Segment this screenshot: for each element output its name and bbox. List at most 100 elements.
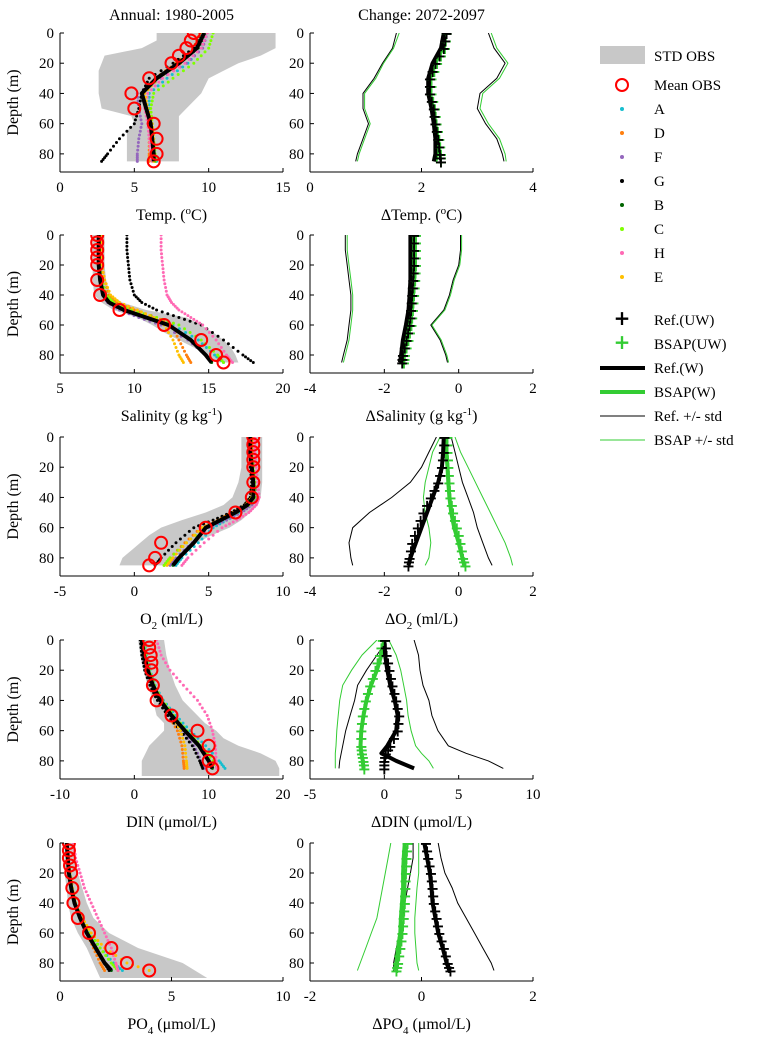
model-G-point (138, 299, 142, 303)
model-D-point (177, 732, 181, 736)
model-C-point (211, 33, 215, 35)
mean-obs-marker (246, 445, 261, 460)
bsap-uw-marker: + (434, 145, 447, 164)
model-G-point (184, 736, 188, 740)
model-H-point (201, 323, 205, 327)
mean-obs-marker (179, 41, 194, 56)
model-E-point (147, 969, 151, 972)
model-A-point (156, 84, 160, 88)
model-D-point (103, 969, 107, 972)
ref-std-upper-line (430, 235, 461, 363)
ref-uw-marker: + (406, 279, 419, 298)
ref-uw-marker: + (429, 54, 442, 73)
mean-obs-marker (201, 738, 216, 753)
ref-uw-marker: + (431, 473, 444, 492)
model-E-point (111, 295, 115, 299)
model-A-point (204, 346, 208, 349)
model-E-point (181, 361, 185, 364)
y-tick-label: 80 (289, 147, 304, 163)
y-axis-label: Depth (m) (5, 473, 22, 539)
model-H-point (189, 316, 193, 319)
legend-swatch-model-G (620, 179, 624, 183)
model-F-point (135, 159, 139, 163)
model-H-point (89, 901, 93, 905)
model-H-point (217, 342, 221, 346)
ref-uw-marker: + (434, 152, 447, 171)
mean-obs-marker (142, 963, 157, 978)
model-G-point (131, 289, 135, 293)
model-C-point (210, 35, 214, 39)
model-C-point (96, 942, 100, 946)
ref-uw-marker: + (442, 958, 455, 977)
model-G-point (246, 357, 250, 361)
model-H-point (211, 533, 215, 537)
model-H-point (191, 54, 195, 58)
y-tick-label: 40 (39, 288, 54, 304)
legend-swatch-model-F (620, 155, 624, 159)
model-H-point (183, 312, 187, 316)
model-G-point (125, 241, 129, 244)
model-H-point (159, 235, 163, 237)
model-E-point (101, 271, 105, 274)
bsap-uw-marker: + (440, 24, 453, 43)
bsap-uw-marker: + (444, 488, 457, 507)
model-H-point (157, 80, 161, 84)
bsap-uw-marker: + (359, 691, 372, 710)
model-H-point (231, 520, 235, 524)
model-G-point (129, 125, 133, 129)
model-C-point (188, 331, 192, 334)
model-H-point (77, 867, 81, 871)
y-tick-label: 40 (39, 896, 54, 912)
model-A-point (170, 73, 174, 76)
model-D-point (181, 346, 185, 349)
x-tick-label: -10 (50, 787, 70, 803)
ref-uw-marker: + (388, 684, 401, 703)
y-tick-label: 60 (39, 724, 54, 740)
y-tick-label: 0 (47, 26, 55, 42)
bsap-uw-marker: + (357, 752, 370, 771)
model-H-point (156, 642, 160, 646)
model-D-point (182, 766, 186, 770)
ref-std-lower-line (338, 640, 388, 769)
bsap-uw-marker: + (400, 849, 413, 868)
model-C-point (181, 69, 185, 73)
model-E-point (167, 331, 170, 334)
ref-uw-marker: + (433, 924, 446, 943)
bsap-uw-marker: + (445, 496, 458, 515)
x-tick-label: 2 (529, 989, 537, 1005)
y-tick-label: 40 (289, 490, 304, 506)
bsap-uw-marker: + (355, 722, 368, 741)
model-G-point (188, 319, 192, 323)
bsap-uw-marker: + (355, 714, 368, 733)
model-E-point (89, 931, 93, 935)
legend-swatch-std-obs (600, 46, 645, 64)
x-tick-label: -2 (304, 989, 317, 1005)
ref-uw-marker: + (419, 834, 432, 853)
ref-uw-marker: + (380, 646, 393, 665)
model-H-point (84, 890, 88, 894)
model-C-point (183, 327, 186, 331)
bsap-uw-marker: + (441, 451, 454, 470)
model-A-point (200, 342, 204, 346)
x-axis-label: DIN (μmol/L) (126, 814, 217, 831)
mean-obs-marker (104, 941, 119, 955)
y-tick-label: 80 (39, 348, 54, 364)
model-C-point (171, 76, 175, 80)
model-H-point (251, 507, 254, 511)
x-tick-label: 0 (418, 989, 426, 1005)
model-G-point (201, 766, 205, 770)
model-H-point (148, 144, 152, 148)
x-tick-label: 10 (127, 381, 142, 397)
y-tick-label: 40 (289, 86, 304, 102)
std-obs-band (98, 33, 276, 162)
model-C-point (207, 346, 211, 349)
ref-uw-marker: + (435, 932, 448, 951)
model-H-point (212, 736, 216, 740)
model-G-point (147, 304, 151, 308)
ref-uw-marker: + (407, 256, 420, 275)
x-axis-label: ΔO2 (ml/L) (385, 611, 458, 632)
x-tick-label: -5 (54, 584, 67, 600)
model-C-point (149, 107, 153, 110)
model-H-point (146, 91, 150, 95)
bsap-std-upper-line (479, 33, 509, 162)
